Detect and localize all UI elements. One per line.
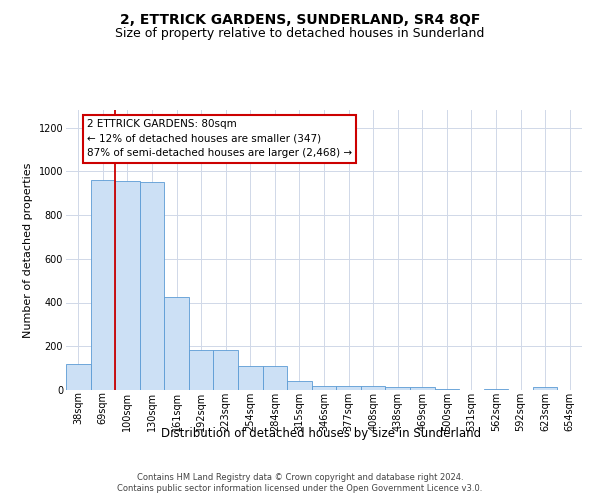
Bar xyxy=(263,366,287,390)
Text: Distribution of detached houses by size in Sunderland: Distribution of detached houses by size … xyxy=(161,428,481,440)
Bar xyxy=(385,386,410,390)
Bar xyxy=(214,350,238,390)
Text: Contains HM Land Registry data © Crown copyright and database right 2024.: Contains HM Land Registry data © Crown c… xyxy=(137,472,463,482)
Text: 2 ETTRICK GARDENS: 80sqm
← 12% of detached houses are smaller (347)
87% of semi-: 2 ETTRICK GARDENS: 80sqm ← 12% of detach… xyxy=(87,118,352,158)
Bar xyxy=(410,386,434,390)
Bar xyxy=(140,182,164,390)
Y-axis label: Number of detached properties: Number of detached properties xyxy=(23,162,33,338)
Bar xyxy=(238,366,263,390)
Bar xyxy=(66,364,91,390)
Bar xyxy=(336,386,361,390)
Bar xyxy=(434,389,459,390)
Bar xyxy=(287,381,312,390)
Text: 2, ETTRICK GARDENS, SUNDERLAND, SR4 8QF: 2, ETTRICK GARDENS, SUNDERLAND, SR4 8QF xyxy=(120,12,480,26)
Bar xyxy=(91,180,115,390)
Bar xyxy=(484,389,508,390)
Bar xyxy=(533,386,557,390)
Text: Size of property relative to detached houses in Sunderland: Size of property relative to detached ho… xyxy=(115,28,485,40)
Bar xyxy=(312,386,336,390)
Text: Contains public sector information licensed under the Open Government Licence v3: Contains public sector information licen… xyxy=(118,484,482,493)
Bar xyxy=(115,181,140,390)
Bar xyxy=(361,386,385,390)
Bar xyxy=(164,297,189,390)
Bar xyxy=(189,350,214,390)
